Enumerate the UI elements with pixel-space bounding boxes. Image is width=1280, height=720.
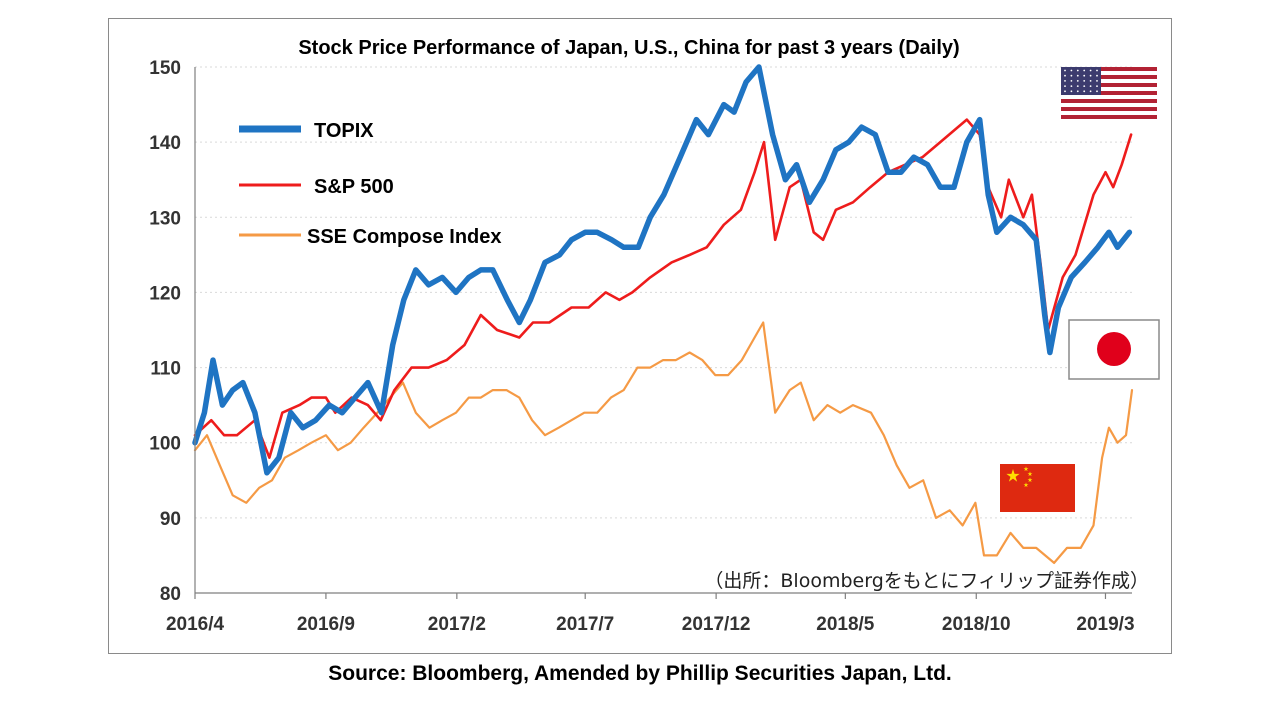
y-tick-label: 140 xyxy=(149,133,181,154)
series-lines xyxy=(192,64,1134,564)
japan-flag-icon xyxy=(1068,319,1160,380)
y-tick-label: 130 xyxy=(149,208,181,229)
y-tick-label: 90 xyxy=(160,509,181,530)
legend-label-sp500: S&P 500 xyxy=(314,176,394,198)
legend: TOPIX S&P 500 SSE Compose Index xyxy=(239,120,502,248)
y-tick-labels: 80 90 100 110 120 130 140 150 xyxy=(149,58,181,605)
x-tick-label: 2018/10 xyxy=(942,614,1011,635)
chart-title: Stock Price Performance of Japan, U.S., … xyxy=(298,37,959,59)
series-line-topix xyxy=(192,64,1133,476)
line-chart: 80 90 100 110 120 130 140 150 2016/4 2016/9 2017/… xyxy=(149,37,1160,635)
series-line-sse xyxy=(193,321,1134,564)
x-tick-label: 2016/9 xyxy=(297,614,355,635)
x-tick-label: 2018/5 xyxy=(816,614,875,635)
x-tick-label: 2019/3 xyxy=(1076,614,1134,635)
legend-label-sse: SSE Compose Index xyxy=(307,226,502,248)
y-tick-label: 150 xyxy=(149,58,181,79)
y-tick-label: 110 xyxy=(150,359,181,380)
x-tick-label: 2017/7 xyxy=(556,614,614,635)
y-tick-label: 100 xyxy=(149,434,181,455)
chart-frame: 80 90 100 110 120 130 140 150 2016/4 2016/9 2017/… xyxy=(108,18,1172,654)
legend-label-topix: TOPIX xyxy=(314,120,374,142)
x-tick-label: 2017/12 xyxy=(682,614,751,635)
us-flag-icon xyxy=(1061,67,1157,119)
y-tick-label: 80 xyxy=(160,584,181,605)
source-caption: Source: Bloomberg, Amended by Phillip Se… xyxy=(328,662,952,685)
chart-source-note: （出所：Bloombergをもとにフィリップ証券作成） xyxy=(704,570,1149,592)
x-tick-labels: 2016/4 2016/9 2017/2 2017/7 2017/12 2018/5 201… xyxy=(166,593,1135,635)
x-tick-label: 2017/2 xyxy=(428,614,486,635)
x-tick-label: 2016/4 xyxy=(166,614,225,635)
china-flag-icon xyxy=(1000,464,1075,512)
series-line-sp500 xyxy=(193,118,1133,459)
y-tick-label: 120 xyxy=(149,283,181,304)
